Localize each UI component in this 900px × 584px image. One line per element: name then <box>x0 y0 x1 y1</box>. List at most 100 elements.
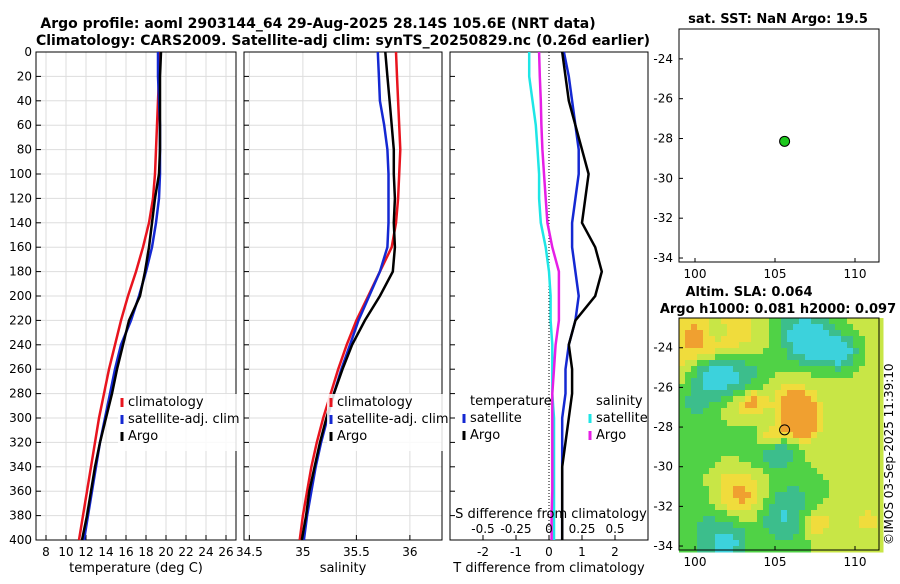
temp-tick-label-y: 0 <box>24 45 32 59</box>
sla-map-cell <box>751 498 758 505</box>
sla-map-cell <box>853 366 860 373</box>
sla-map-cell <box>757 360 764 367</box>
sla-map-cell <box>811 546 818 553</box>
sla-map-cell <box>847 336 854 343</box>
diff-s-legend-label: satellite <box>596 411 648 426</box>
sla-map-tick-label-x: 110 <box>844 555 867 569</box>
sla-map-cell <box>691 330 698 337</box>
sla-map-cell <box>697 504 704 511</box>
sla-map-cell <box>685 498 692 505</box>
sla-map-cell <box>685 474 692 481</box>
sla-map-cell <box>847 534 854 541</box>
sla-map-cell <box>757 540 764 547</box>
sla-map-cell <box>853 516 860 523</box>
sla-map-cell <box>847 492 854 499</box>
sla-map-cell <box>847 504 854 511</box>
sla-map-cell <box>793 396 800 403</box>
sla-map-cell <box>721 324 728 331</box>
sla-map-cell <box>871 480 878 487</box>
sla-map-cell <box>697 342 704 349</box>
sla-map-cell <box>709 546 716 553</box>
sla-map-cell <box>841 486 848 493</box>
sla-map-cell <box>733 408 740 415</box>
sal-legend-label: Argo <box>337 429 367 444</box>
sla-map-cell <box>763 516 770 523</box>
sla-map-cell <box>685 438 692 445</box>
sla-map-cell <box>847 360 854 367</box>
sla-map-cell <box>805 402 812 409</box>
sla-map-cell <box>757 420 764 427</box>
sla-map-cell <box>793 408 800 415</box>
temp-tick-label-x: 22 <box>178 545 193 559</box>
sla-map-cell <box>691 492 698 499</box>
sla-map-cell <box>691 420 698 427</box>
sla-map-cell <box>679 336 686 343</box>
sla-map-cell <box>685 516 692 523</box>
sla-map-cell <box>685 444 692 451</box>
sla-map-cell <box>877 330 884 337</box>
sla-map-cell <box>877 504 884 511</box>
sla-map-cell <box>829 498 836 505</box>
sst-map-tick-label-y: -24 <box>653 52 673 66</box>
sla-map-cell <box>787 486 794 493</box>
sla-map-cell <box>679 342 686 349</box>
sla-map-cell <box>703 426 710 433</box>
sla-map-cell <box>715 504 722 511</box>
sla-map-cell <box>751 372 758 379</box>
sla-map-cell <box>727 342 734 349</box>
sla-map-cell <box>733 516 740 523</box>
sla-map-cell <box>697 354 704 361</box>
sla-map-cell <box>859 330 866 337</box>
sla-map-cell <box>709 318 716 325</box>
temp-tick-label-y: 320 <box>9 435 32 449</box>
sla-map-cell <box>793 534 800 541</box>
sla-map-cell <box>805 456 812 463</box>
sla-map-cell <box>739 378 746 385</box>
sla-map-cell <box>865 468 872 475</box>
sla-map-cell <box>859 408 866 415</box>
sla-map-cell <box>835 432 842 439</box>
sla-map-cell <box>787 516 794 523</box>
sla-map-cell <box>811 504 818 511</box>
sla-map-cell <box>787 528 794 535</box>
sla-map-cell <box>685 378 692 385</box>
sla-map-tick-label-y: -26 <box>653 380 673 394</box>
sla-map-cell <box>835 384 842 391</box>
sla-map-cell <box>835 420 842 427</box>
sla-map-cell <box>697 444 704 451</box>
sla-map-cell <box>739 498 746 505</box>
sla-map-cell <box>811 414 818 421</box>
sla-map-cell <box>781 540 788 547</box>
sla-map-cell <box>871 450 878 457</box>
sla-map-cell <box>853 330 860 337</box>
sla-map-cell <box>709 486 716 493</box>
sla-map-cell <box>751 468 758 475</box>
sla-map-cell <box>811 396 818 403</box>
sla-map-cell <box>745 492 752 499</box>
sla-map-cell <box>775 408 782 415</box>
sla-map-cell <box>865 336 872 343</box>
sla-map-cell <box>691 474 698 481</box>
sla-map-cell <box>739 486 746 493</box>
sla-map-cell <box>739 420 746 427</box>
sla-map-cell <box>847 372 854 379</box>
sla-map-cell <box>853 342 860 349</box>
sla-map-cell <box>805 474 812 481</box>
sla-map-cell <box>781 474 788 481</box>
sla-map-cell <box>835 504 842 511</box>
sla-map-cell <box>763 450 770 457</box>
sla-map-cell <box>679 348 686 355</box>
sla-map-cell <box>799 504 806 511</box>
sla-map-cell <box>769 456 776 463</box>
sla-map-cell <box>727 480 734 487</box>
sla-map-cell <box>739 432 746 439</box>
sla-map-cell <box>811 372 818 379</box>
sla-map-cell <box>877 372 884 379</box>
sla-map-cell <box>841 384 848 391</box>
sla-map-cell <box>805 330 812 337</box>
sla-map-cell <box>757 486 764 493</box>
sla-map-cell <box>841 408 848 415</box>
sla-map-cell <box>859 420 866 427</box>
sla-map-cell <box>679 330 686 337</box>
sla-map-cell <box>871 468 878 475</box>
